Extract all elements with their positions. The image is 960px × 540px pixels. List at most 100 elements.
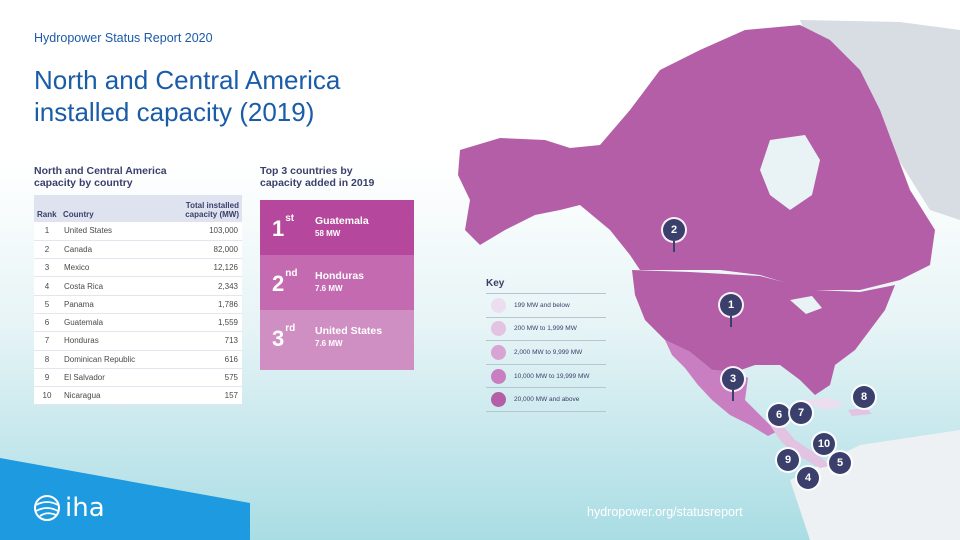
rank-number: 2 (272, 271, 285, 296)
country-cell: Mexico (60, 258, 164, 278)
capacity-cell: 1,559 (163, 313, 242, 333)
country-cell: Canada (60, 240, 164, 260)
map-pin-stem (730, 316, 732, 327)
col-total-line-1: Total installed (185, 201, 239, 210)
rank-cell: 3 (34, 258, 60, 278)
table-row: 3 Mexico 12,126 (34, 258, 242, 278)
top3-block: Top 3 countries by capacity added in 201… (260, 165, 420, 370)
rank-ordinal: 1st (272, 213, 295, 242)
rank-value: 7.6 MW (315, 284, 343, 293)
key-label: 199 MW and below (514, 301, 570, 309)
capacity-cell: 82,000 (163, 240, 242, 260)
rank-cell: 10 (34, 386, 60, 406)
country-cell: El Salvador (60, 368, 164, 388)
rank-cell: 7 (34, 331, 60, 351)
country-cell: Honduras (60, 331, 164, 351)
table-row: 8 Dominican Republic 616 (34, 350, 242, 369)
country-cell: Nicaragua (60, 386, 164, 406)
capacity-cell: 616 (163, 350, 242, 369)
rank-suffix: nd (285, 268, 298, 279)
map-pin[interactable]: 4 (797, 467, 819, 489)
country-cell: United States (60, 222, 164, 241)
capacity-table-block: North and Central America capacity by co… (34, 165, 244, 406)
map-pin[interactable]: 3 (722, 368, 744, 390)
key-swatch (491, 297, 506, 313)
key-label: 2,000 MW to 9,999 MW (514, 348, 583, 356)
iha-logo: iha (32, 493, 105, 523)
title-line-2: installed capacity (2019) (34, 97, 315, 127)
key-label: 200 MW to 1,999 MW (514, 325, 577, 333)
footer-band (0, 458, 250, 540)
top3-heading-line-2: capacity added in 2019 (260, 177, 375, 189)
col-total: Total installed capacity (MW) (163, 195, 242, 222)
map-pin[interactable]: 1 (720, 294, 742, 316)
rank-ordinal: 2nd (272, 268, 298, 297)
capacity-cell: 157 (163, 386, 242, 406)
top3-heading-line-1: Top 3 countries by (260, 165, 353, 177)
top3-card: 3rd United States 7.6 MW (260, 310, 414, 370)
map-pin[interactable]: 10 (813, 433, 835, 455)
table-row: 1 United States 103,000 (34, 222, 242, 241)
map-pin[interactable]: 5 (829, 452, 851, 474)
capacity-cell: 1,786 (163, 295, 242, 314)
rank-cell: 2 (34, 240, 60, 260)
title-line-1: North and Central America (34, 65, 341, 95)
top3-card: 1st Guatemala 58 MW (260, 200, 414, 260)
map-pin[interactable]: 6 (768, 404, 790, 426)
map-pin-stem (673, 241, 675, 252)
key-label: 20,000 MW and above (514, 396, 580, 404)
rank-cell: 8 (34, 350, 60, 369)
map-pin[interactable]: 2 (663, 219, 685, 241)
capacity-cell: 575 (163, 368, 242, 388)
key-row: 2,000 MW to 9,999 MW (486, 341, 606, 365)
top3-heading: Top 3 countries by capacity added in 201… (260, 165, 420, 195)
key-label: 10,000 MW to 19,999 MW (514, 372, 590, 380)
rank-value: 58 MW (315, 229, 341, 238)
key-row: 10,000 MW to 19,999 MW (486, 365, 606, 389)
map-pin[interactable]: 8 (853, 386, 875, 408)
rank-number: 1 (272, 216, 285, 241)
capacity-table-heading: North and Central America capacity by co… (34, 165, 244, 195)
capacity-cell: 2,343 (163, 276, 242, 296)
capacity-table: Rank Country Total installed capacity (M… (34, 195, 242, 406)
table-row: 6 Guatemala 1,559 (34, 313, 242, 333)
globe-icon (34, 495, 60, 521)
rank-cell: 9 (34, 368, 60, 388)
col-total-line-2: capacity (MW) (185, 210, 239, 219)
key-row: 199 MW and below (486, 294, 606, 318)
rank-country: Guatemala (315, 215, 369, 227)
rank-country: Honduras (315, 270, 365, 282)
rank-suffix: st (285, 213, 295, 224)
table-row: 4 Costa Rica 2,343 (34, 276, 242, 296)
map-pin[interactable]: 7 (790, 402, 812, 424)
rank-number: 3 (272, 326, 285, 351)
report-url[interactable]: hydropower.org/statusreport (587, 505, 743, 519)
capacity-table-heading-line-2: capacity by country (34, 177, 133, 189)
rank-cell: 5 (34, 295, 60, 314)
country-cell: Dominican Republic (60, 350, 164, 369)
rank-cell: 1 (34, 222, 60, 241)
key-title: Key (486, 278, 606, 294)
table-row: 10 Nicaragua 157 (34, 386, 242, 406)
key-swatch (491, 368, 506, 384)
rank-cell: 6 (34, 313, 60, 333)
map-pin[interactable]: 9 (777, 449, 799, 471)
col-rank: Rank (34, 195, 60, 222)
key-row: 200 MW to 1,999 MW (486, 318, 606, 342)
capacity-cell: 103,000 (163, 222, 242, 241)
logo-text: iha (65, 493, 105, 523)
map-key: Key 199 MW and below 200 MW to 1,999 MW 2,… (486, 278, 606, 412)
table-row: 7 Honduras 713 (34, 331, 242, 351)
rank-value: 7.6 MW (315, 339, 343, 348)
table-header-row: Rank Country Total installed capacity (M… (34, 195, 242, 222)
top3-card: 2nd Honduras 7.6 MW (260, 255, 414, 315)
rank-suffix: rd (285, 323, 296, 334)
capacity-table-heading-line-1: North and Central America (34, 165, 167, 177)
page-title: North and Central America installed capa… (34, 64, 454, 128)
capacity-cell: 713 (163, 331, 242, 351)
table-row: 2 Canada 82,000 (34, 240, 242, 260)
report-tag: Hydropower Status Report 2020 (34, 31, 213, 45)
country-cell: Guatemala (60, 313, 164, 333)
